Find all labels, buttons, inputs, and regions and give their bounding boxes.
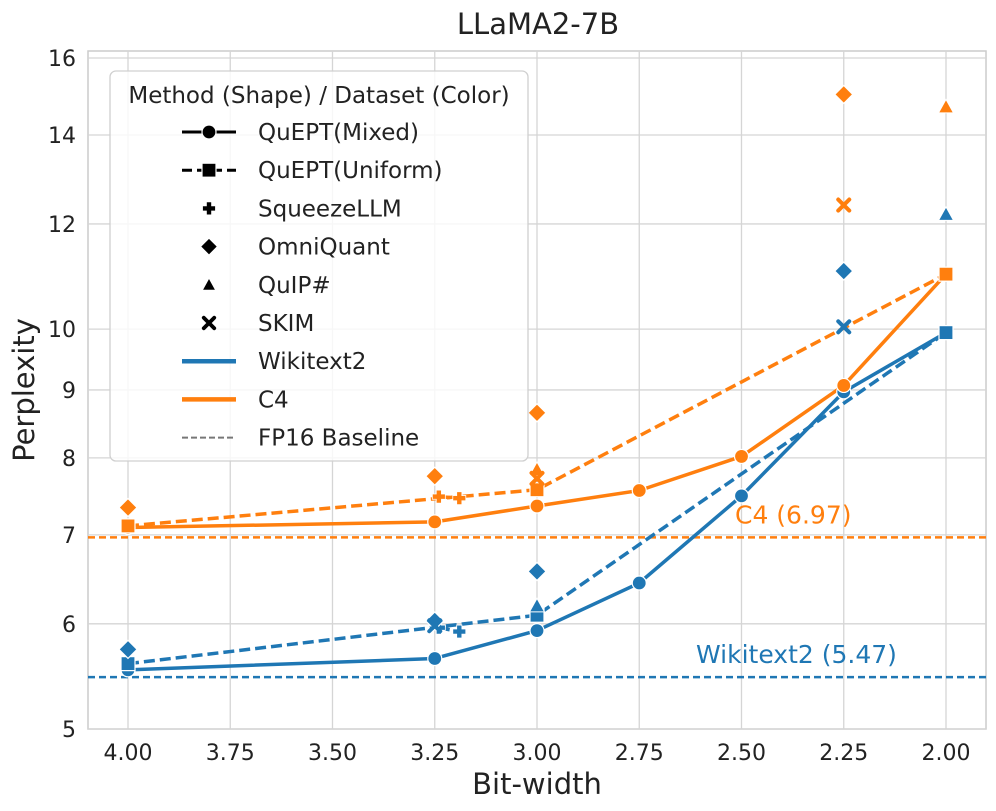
point-skim-c4 xyxy=(836,197,852,213)
point-omniquant-wikitext2 xyxy=(833,261,854,281)
y-tick-label: 5 xyxy=(62,718,76,743)
legend-entry: QuIP# xyxy=(201,273,331,299)
point-quept-mixed-c4 xyxy=(631,482,647,499)
point-quept-uniform-wikitext2 xyxy=(938,325,954,341)
legend-handle-x-marker xyxy=(201,315,217,331)
point-quept-mixed-c4 xyxy=(427,514,443,530)
x-tick-label: 2.75 xyxy=(615,741,664,766)
y-axis-label: Perplexity xyxy=(7,318,41,462)
point-omniquant-c4 xyxy=(424,466,445,487)
legend-handle-x-marker-stroke xyxy=(201,315,217,331)
point-quip-wikitext2 xyxy=(937,205,955,221)
tick-labels: 4.00 3.75 3.50 3.25 3.00 2.75 2.50 2.25 2.00 5 6 7 8… xyxy=(48,47,970,766)
x-tick-label: 4.00 xyxy=(104,741,153,766)
baseline-label-wikitext2: Wikitext2 (5.47) xyxy=(696,640,897,669)
y-tick-label: 6 xyxy=(62,613,76,638)
point-squeezellm-c4 xyxy=(431,489,446,504)
x-tick-label: 3.25 xyxy=(410,741,459,766)
legend-label: FP16 Baseline xyxy=(258,426,419,452)
point-omniquant-wikitext2 xyxy=(118,639,138,660)
y-tick-label: 10 xyxy=(48,318,76,343)
point-quept-mixed-wikitext2 xyxy=(427,650,443,667)
point-skim-wikitext2-stroke xyxy=(836,319,852,335)
legend-entry: QuEPT(Mixed) xyxy=(182,120,419,146)
point-omniquant-c4 xyxy=(527,402,547,423)
point-omniquant-c4 xyxy=(118,497,138,518)
y-tick-label: 14 xyxy=(48,124,76,149)
legend-entry: Wikitext2 xyxy=(182,349,366,375)
point-quept-mixed-wikitext2 xyxy=(529,622,545,639)
point-skim-c4-stroke xyxy=(529,470,545,486)
x-axis-label: Bit-width xyxy=(472,767,602,801)
legend-title: Method (Shape) / Dataset (Color) xyxy=(128,83,509,109)
point-squeezellm-c4 xyxy=(452,491,467,506)
legend-handle-plus-marker xyxy=(202,201,216,216)
x-tick-label: 3.00 xyxy=(513,741,562,766)
baseline-label-c4: C4 (6.97) xyxy=(735,500,851,529)
series-line-quept-uniform-wikitext2 xyxy=(127,331,947,666)
legend-entry: C4 xyxy=(182,387,289,413)
series xyxy=(118,84,955,678)
baselines: Wikitext2 (5.47) C4 (6.97) xyxy=(88,500,986,679)
point-skim-c4 xyxy=(529,470,545,486)
x-tick-label: 2.00 xyxy=(922,741,971,766)
legend-entry: QuEPT(Uniform) xyxy=(182,158,443,184)
point-quept-mixed-c4 xyxy=(733,448,750,465)
point-quept-mixed-c4 xyxy=(836,377,852,394)
point-skim-c4-stroke xyxy=(836,197,852,213)
point-squeezellm-wikitext2 xyxy=(452,624,467,639)
point-quip-wikitext2 xyxy=(528,597,546,613)
legend-label: QuEPT(Mixed) xyxy=(258,120,419,146)
point-skim-wikitext2 xyxy=(427,618,443,634)
legend-entry: OmniQuant xyxy=(199,235,390,261)
point-quept-uniform-c4 xyxy=(529,482,545,498)
point-omniquant-wikitext2 xyxy=(424,611,445,631)
legend-handle-circle-marker xyxy=(201,124,217,140)
x-tick-label: 3.50 xyxy=(308,741,357,766)
y-tick-label: 9 xyxy=(62,379,76,404)
point-skim-wikitext2-stroke xyxy=(427,618,443,634)
legend-handle-triangle-marker xyxy=(201,277,217,291)
legend: Method (Shape) / Dataset (Color) QuEPT(Mi… xyxy=(109,70,529,462)
legend-label: QuEPT(Uniform) xyxy=(258,158,443,184)
legend-label: OmniQuant xyxy=(258,235,390,261)
y-tick-label: 12 xyxy=(48,213,76,238)
point-quept-uniform-c4 xyxy=(938,266,954,282)
x-tick-label: 2.25 xyxy=(819,741,868,766)
x-tick-label: 3.75 xyxy=(206,741,255,766)
point-quept-uniform-c4 xyxy=(120,518,136,534)
x-tick-label: 2.50 xyxy=(717,741,766,766)
point-skim-wikitext2 xyxy=(836,319,852,335)
legend-entry: SqueezeLLM xyxy=(202,196,402,222)
point-omniquant-c4 xyxy=(833,84,854,105)
legend-entry: FP16 Baseline xyxy=(182,426,419,452)
legend-label: QuIP# xyxy=(258,273,331,299)
point-omniquant-wikitext2 xyxy=(527,561,547,582)
y-tick-label: 16 xyxy=(48,47,76,72)
legend-label: SKIM xyxy=(258,311,314,337)
point-quept-mixed-wikitext2 xyxy=(733,488,750,504)
legend-label: Wikitext2 xyxy=(258,349,366,375)
point-quept-mixed-wikitext2 xyxy=(631,575,647,591)
y-tick-label: 7 xyxy=(62,524,76,549)
legend-label: SqueezeLLM xyxy=(258,196,402,222)
legend-entry: SKIM xyxy=(201,311,314,337)
chart-title: LLaMA2-7B xyxy=(457,7,619,41)
legend-handle-square-marker xyxy=(201,162,217,178)
point-quip-c4 xyxy=(937,98,955,114)
legend-handle-diamond-marker xyxy=(199,237,219,256)
legend-label: C4 xyxy=(258,387,289,413)
y-tick-label: 8 xyxy=(62,447,76,472)
point-quept-mixed-c4 xyxy=(529,498,545,514)
